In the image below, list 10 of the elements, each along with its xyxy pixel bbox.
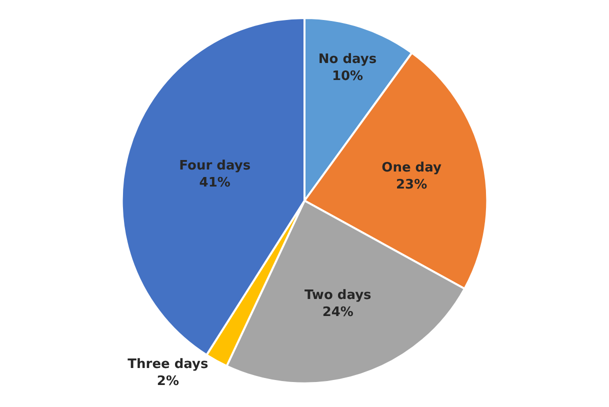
data-label: 10% [332,68,364,84]
slice-label: No days [318,52,377,67]
data-label: 23% [396,178,428,193]
slice-label: Four days [179,158,251,174]
data-label: 2% [156,374,179,389]
slice-label: Three days [128,357,209,372]
data-label: 41% [199,176,230,191]
data-label: 24% [322,304,354,320]
slice-label: One day [382,160,442,176]
slice-label: Two days [304,288,372,303]
